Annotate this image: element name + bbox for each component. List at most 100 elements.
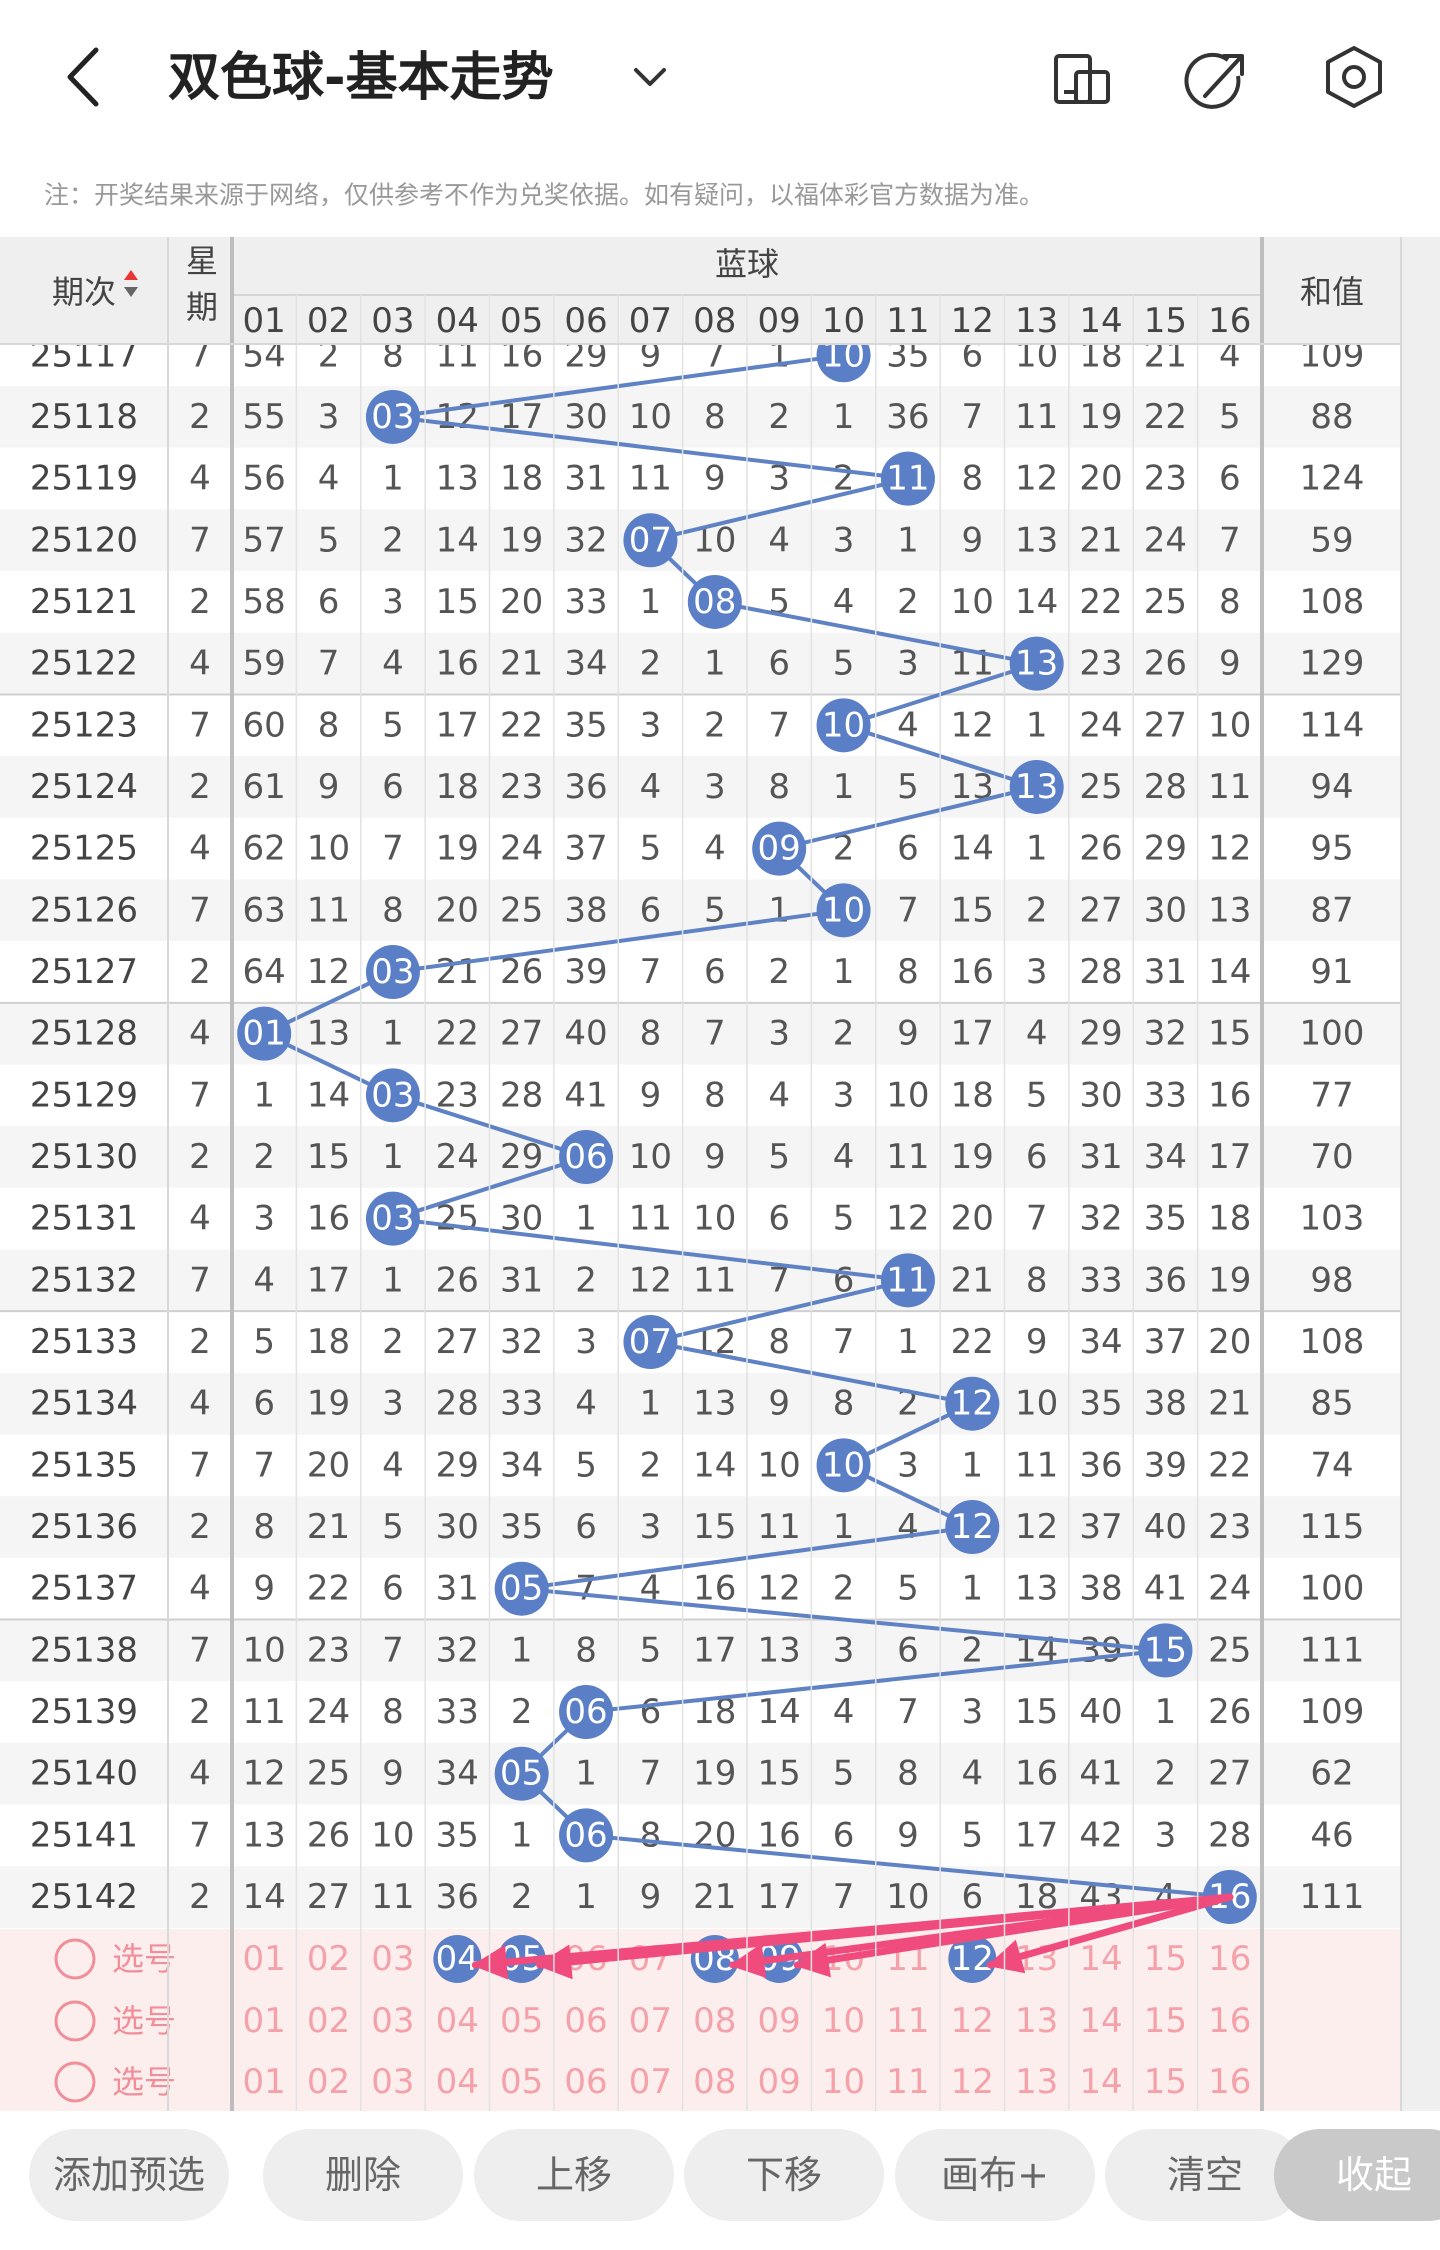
miss-count: 14: [693, 1445, 736, 1485]
pick-number[interactable]: 03: [371, 2062, 414, 2102]
selected-ball[interactable]: [433, 1935, 482, 1983]
pick-number[interactable]: 15: [1144, 1939, 1187, 1979]
toolbar-button[interactable]: [1105, 2129, 1305, 2221]
pick-number[interactable]: 12: [951, 1939, 994, 1979]
hit-number: 13: [1015, 767, 1058, 807]
settings-icon[interactable]: [1326, 46, 1382, 108]
pick-number[interactable]: 09: [758, 2062, 801, 2102]
pick-number[interactable]: 10: [822, 2001, 865, 2041]
miss-count: 23: [1079, 644, 1122, 684]
pick-number[interactable]: 12: [951, 2062, 994, 2102]
pick-number[interactable]: 01: [243, 1939, 286, 1979]
toolbar-button[interactable]: [474, 2129, 674, 2221]
pick-number[interactable]: 10: [822, 2062, 865, 2102]
toolbar-button-label[interactable]: 下移: [746, 2153, 822, 2197]
sort-up[interactable]: [124, 270, 138, 280]
number-header: 15: [1144, 301, 1187, 341]
pick-number[interactable]: 14: [1079, 2001, 1122, 2041]
pick-number[interactable]: 15: [1144, 2062, 1187, 2102]
hit-ball: [559, 1685, 614, 1740]
pick-number[interactable]: 15: [1144, 2001, 1187, 2041]
pick-label[interactable]: 选号: [112, 2002, 176, 2040]
miss-count: 31: [1079, 1137, 1122, 1177]
sum: 95: [1310, 829, 1353, 869]
pick-radio[interactable]: [54, 1938, 96, 1980]
pick-number[interactable]: 08: [693, 2001, 736, 2041]
pick-number[interactable]: 01: [243, 2001, 286, 2041]
weekday: 7: [189, 705, 211, 745]
pick-number[interactable]: 14: [1079, 2062, 1122, 2102]
pick-number[interactable]: 07: [629, 2062, 672, 2102]
pick-number[interactable]: 02: [307, 2001, 350, 2041]
weekday: 2: [189, 1507, 211, 1547]
pick-number[interactable]: 13: [1015, 2001, 1058, 2041]
pick-number[interactable]: 13: [1015, 2062, 1058, 2102]
pick-label[interactable]: 选号: [112, 2063, 176, 2101]
pick-number[interactable]: 01: [243, 2062, 286, 2102]
pick-number[interactable]: 07: [629, 2001, 672, 2041]
pick-number[interactable]: 09: [758, 2001, 801, 2041]
hit-number: 06: [564, 1137, 607, 1177]
toolbar-button-label[interactable]: 删除: [325, 2153, 401, 2197]
miss-count: 12: [243, 1754, 286, 1794]
pick-number[interactable]: 08: [693, 2062, 736, 2102]
pick-number[interactable]: 02: [307, 1939, 350, 1979]
pick-number[interactable]: 05: [500, 2001, 543, 2041]
miss-count: 11: [629, 459, 672, 499]
pick-number[interactable]: 04: [436, 1939, 479, 1979]
toolbar-button[interactable]: [29, 2129, 229, 2221]
toolbar-button-label[interactable]: 上移: [536, 2153, 612, 2197]
miss-count: 29: [1079, 1014, 1122, 1054]
miss-count: 11: [436, 335, 479, 375]
pick-number[interactable]: 03: [371, 1939, 414, 1979]
miss-count: 31: [564, 459, 607, 499]
pick-number[interactable]: 12: [951, 2001, 994, 2041]
miss-count: 9: [1219, 644, 1241, 684]
pick-number[interactable]: 11: [886, 2062, 929, 2102]
weekday: 2: [189, 952, 211, 992]
toolbar-button-label[interactable]: 收起: [1336, 2153, 1412, 2197]
back-button[interactable]: [67, 47, 99, 107]
miss-count: 28: [500, 1075, 543, 1115]
pick-number[interactable]: 03: [371, 2001, 414, 2041]
pick-number[interactable]: 04: [436, 2001, 479, 2041]
share-icon[interactable]: [1184, 52, 1244, 109]
miss-count: 2: [1026, 890, 1048, 930]
pick-number[interactable]: 04: [436, 2062, 479, 2102]
pick-number[interactable]: 06: [564, 2001, 607, 2041]
period: 25138: [30, 1630, 138, 1670]
toolbar-button-label[interactable]: 清空: [1167, 2153, 1243, 2197]
toolbar-button-label[interactable]: 添加预选: [53, 2153, 205, 2197]
miss-count: 1: [833, 767, 855, 807]
pick-number[interactable]: 02: [307, 2062, 350, 2102]
period-header[interactable]: 期次: [52, 273, 116, 311]
miss-count: 23: [1208, 1507, 1251, 1547]
selected-ball[interactable]: [948, 1935, 997, 1983]
pick-label[interactable]: 选号: [112, 1940, 176, 1978]
pick-arrow: [986, 1893, 1234, 1974]
pick-number[interactable]: 14: [1079, 1939, 1122, 1979]
sort-down[interactable]: [124, 287, 138, 297]
pick-radio[interactable]: [54, 2000, 96, 2042]
pick-number[interactable]: 16: [1208, 2001, 1251, 2041]
weekday: 4: [189, 829, 211, 869]
pick-number[interactable]: 11: [886, 2001, 929, 2041]
toolbar-button-label[interactable]: 画布+: [941, 2153, 1049, 2197]
pick-number[interactable]: 16: [1208, 2062, 1251, 2102]
pick-number[interactable]: 05: [500, 2062, 543, 2102]
title-dropdown[interactable]: [634, 68, 666, 86]
toolbar-button[interactable]: [1274, 2129, 1440, 2221]
pick-number[interactable]: 16: [1208, 1939, 1251, 1979]
toolbar-button[interactable]: [895, 2129, 1095, 2221]
miss-count: 2: [768, 952, 790, 992]
miss-count: 22: [1208, 1445, 1251, 1485]
miss-count: 35: [436, 1815, 479, 1855]
miss-count: 40: [564, 1014, 607, 1054]
number-header: 07: [629, 301, 672, 341]
toolbar-button[interactable]: [263, 2129, 463, 2221]
pick-number[interactable]: 06: [564, 2062, 607, 2102]
pick-radio[interactable]: [54, 2061, 96, 2103]
layout-icon[interactable]: [1054, 54, 1110, 104]
miss-count: 36: [1079, 1445, 1122, 1485]
toolbar-button[interactable]: [684, 2129, 884, 2221]
